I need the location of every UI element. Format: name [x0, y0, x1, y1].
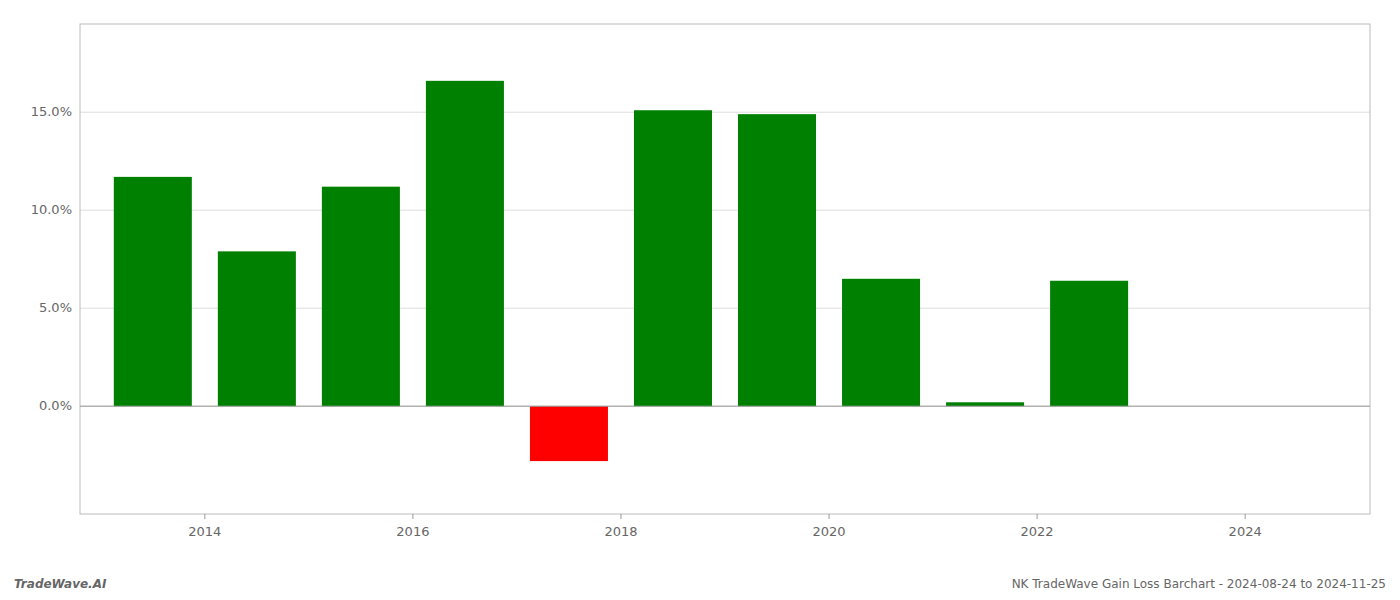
bar: [114, 177, 192, 406]
x-axis: 2014 2016 2018 2020 2022 2024: [188, 514, 1261, 539]
x-tick-label: 2020: [812, 524, 845, 539]
bar: [946, 402, 1024, 406]
x-tick-label: 2018: [604, 524, 637, 539]
bar: [426, 81, 504, 406]
bar: [218, 251, 296, 406]
zero-line: [80, 406, 1370, 407]
bar: [1050, 281, 1128, 406]
y-tick-label: 15.0%: [31, 104, 72, 119]
x-tick: [1245, 514, 1246, 519]
y-tick-label: 0.0%: [39, 398, 72, 413]
footer-right: NK TradeWave Gain Loss Barchart - 2024-0…: [1012, 577, 1386, 591]
x-tick: [829, 514, 830, 519]
x-tick: [1037, 514, 1038, 519]
bar: [738, 114, 816, 406]
bar: [842, 279, 920, 406]
footer-left: TradeWave.AI: [14, 577, 107, 591]
grid-line: [80, 406, 1370, 407]
bars: [114, 81, 1128, 461]
x-tick-label: 2016: [396, 524, 429, 539]
x-tick-label: 2014: [188, 524, 221, 539]
bar: [634, 110, 712, 406]
x-tick-label: 2024: [1229, 524, 1262, 539]
plot-frame: [80, 24, 1370, 514]
chart: 0.0%5.0%10.0%15.0%2014201620182020202220…: [0, 0, 1400, 600]
bar: [530, 406, 608, 461]
bar: [322, 187, 400, 407]
grid-line: [80, 112, 1370, 113]
x-tick: [620, 514, 621, 519]
y-axis: 0.0% 5.0% 10.0% 15.0%: [31, 104, 72, 413]
x-tick: [204, 514, 205, 519]
chart-container: 0.0%5.0%10.0%15.0%2014201620182020202220…: [0, 0, 1400, 600]
grid-line: [80, 210, 1370, 211]
x-tick: [412, 514, 413, 519]
y-tick-label: 5.0%: [39, 300, 72, 315]
y-tick-label: 10.0%: [31, 202, 72, 217]
x-tick-label: 2022: [1021, 524, 1054, 539]
grid: [80, 112, 1370, 406]
